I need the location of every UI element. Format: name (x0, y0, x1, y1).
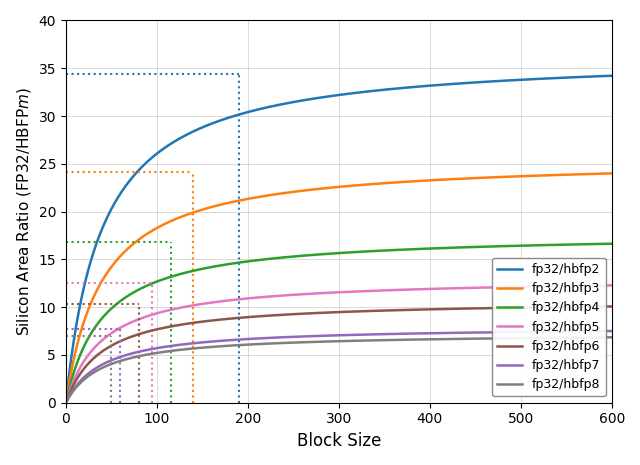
fp32/hbfp3 (157, 223, 165, 228)
fp32/hbfp7 (597, 328, 605, 334)
fp32/hbfp8 (125, 356, 133, 361)
fp32/hbfp3 (608, 171, 616, 176)
fp32/hbfp7 (538, 329, 546, 334)
fp32/hbfp3 (272, 192, 280, 197)
fp32/hbfp2 (597, 73, 605, 79)
fp32/hbfp5 (157, 309, 165, 315)
fp32/hbfp2 (157, 147, 165, 153)
fp32/hbfp7 (272, 335, 280, 340)
fp32/hbfp5 (272, 293, 280, 299)
fp32/hbfp6 (157, 326, 165, 331)
fp32/hbfp4 (296, 253, 303, 259)
fp32/hbfp4 (63, 396, 70, 401)
fp32/hbfp8 (296, 339, 303, 345)
fp32/hbfp2 (272, 103, 280, 108)
fp32/hbfp2 (296, 98, 303, 104)
fp32/hbfp5 (538, 284, 546, 289)
Line: fp32/hbfp7: fp32/hbfp7 (67, 331, 612, 401)
Line: fp32/hbfp6: fp32/hbfp6 (67, 306, 612, 400)
Y-axis label: Silicon Area Ratio (FP32/HBFP$m$): Silicon Area Ratio (FP32/HBFP$m$) (15, 87, 33, 336)
Legend: fp32/hbfp2, fp32/hbfp3, fp32/hbfp4, fp32/hbfp5, fp32/hbfp6, fp32/hbfp7, fp32/hbf: fp32/hbfp2, fp32/hbfp3, fp32/hbfp4, fp32… (492, 258, 605, 397)
fp32/hbfp5 (63, 397, 70, 403)
fp32/hbfp4 (272, 255, 280, 261)
Line: fp32/hbfp8: fp32/hbfp8 (67, 337, 612, 401)
fp32/hbfp3 (538, 173, 546, 178)
Line: fp32/hbfp4: fp32/hbfp4 (67, 244, 612, 399)
fp32/hbfp5 (597, 283, 605, 288)
X-axis label: Block Size: Block Size (297, 432, 381, 450)
fp32/hbfp4 (597, 241, 605, 247)
fp32/hbfp4 (157, 277, 165, 283)
fp32/hbfp8 (157, 349, 165, 355)
fp32/hbfp6 (597, 304, 605, 309)
fp32/hbfp8 (272, 340, 280, 346)
fp32/hbfp6 (63, 398, 70, 403)
fp32/hbfp8 (63, 398, 70, 404)
fp32/hbfp3 (63, 394, 70, 399)
fp32/hbfp3 (597, 171, 605, 176)
fp32/hbfp5 (125, 320, 133, 326)
fp32/hbfp4 (125, 292, 133, 298)
fp32/hbfp2 (538, 76, 546, 81)
fp32/hbfp2 (608, 73, 616, 79)
fp32/hbfp4 (608, 241, 616, 246)
fp32/hbfp8 (608, 334, 616, 340)
fp32/hbfp7 (63, 398, 70, 404)
fp32/hbfp7 (125, 352, 133, 357)
Line: fp32/hbfp2: fp32/hbfp2 (67, 76, 612, 394)
fp32/hbfp6 (538, 305, 546, 310)
fp32/hbfp6 (125, 335, 133, 340)
fp32/hbfp2 (125, 179, 133, 184)
fp32/hbfp3 (296, 188, 303, 194)
fp32/hbfp7 (296, 334, 303, 339)
fp32/hbfp7 (157, 345, 165, 350)
fp32/hbfp5 (608, 283, 616, 288)
fp32/hbfp8 (597, 335, 605, 340)
fp32/hbfp6 (272, 312, 280, 318)
fp32/hbfp7 (608, 328, 616, 334)
fp32/hbfp6 (608, 304, 616, 309)
fp32/hbfp8 (538, 335, 546, 341)
Line: fp32/hbfp3: fp32/hbfp3 (67, 173, 612, 397)
fp32/hbfp3 (125, 245, 133, 251)
Line: fp32/hbfp5: fp32/hbfp5 (67, 286, 612, 400)
fp32/hbfp5 (296, 292, 303, 297)
fp32/hbfp4 (538, 242, 546, 248)
fp32/hbfp6 (296, 311, 303, 317)
fp32/hbfp2 (63, 392, 70, 397)
